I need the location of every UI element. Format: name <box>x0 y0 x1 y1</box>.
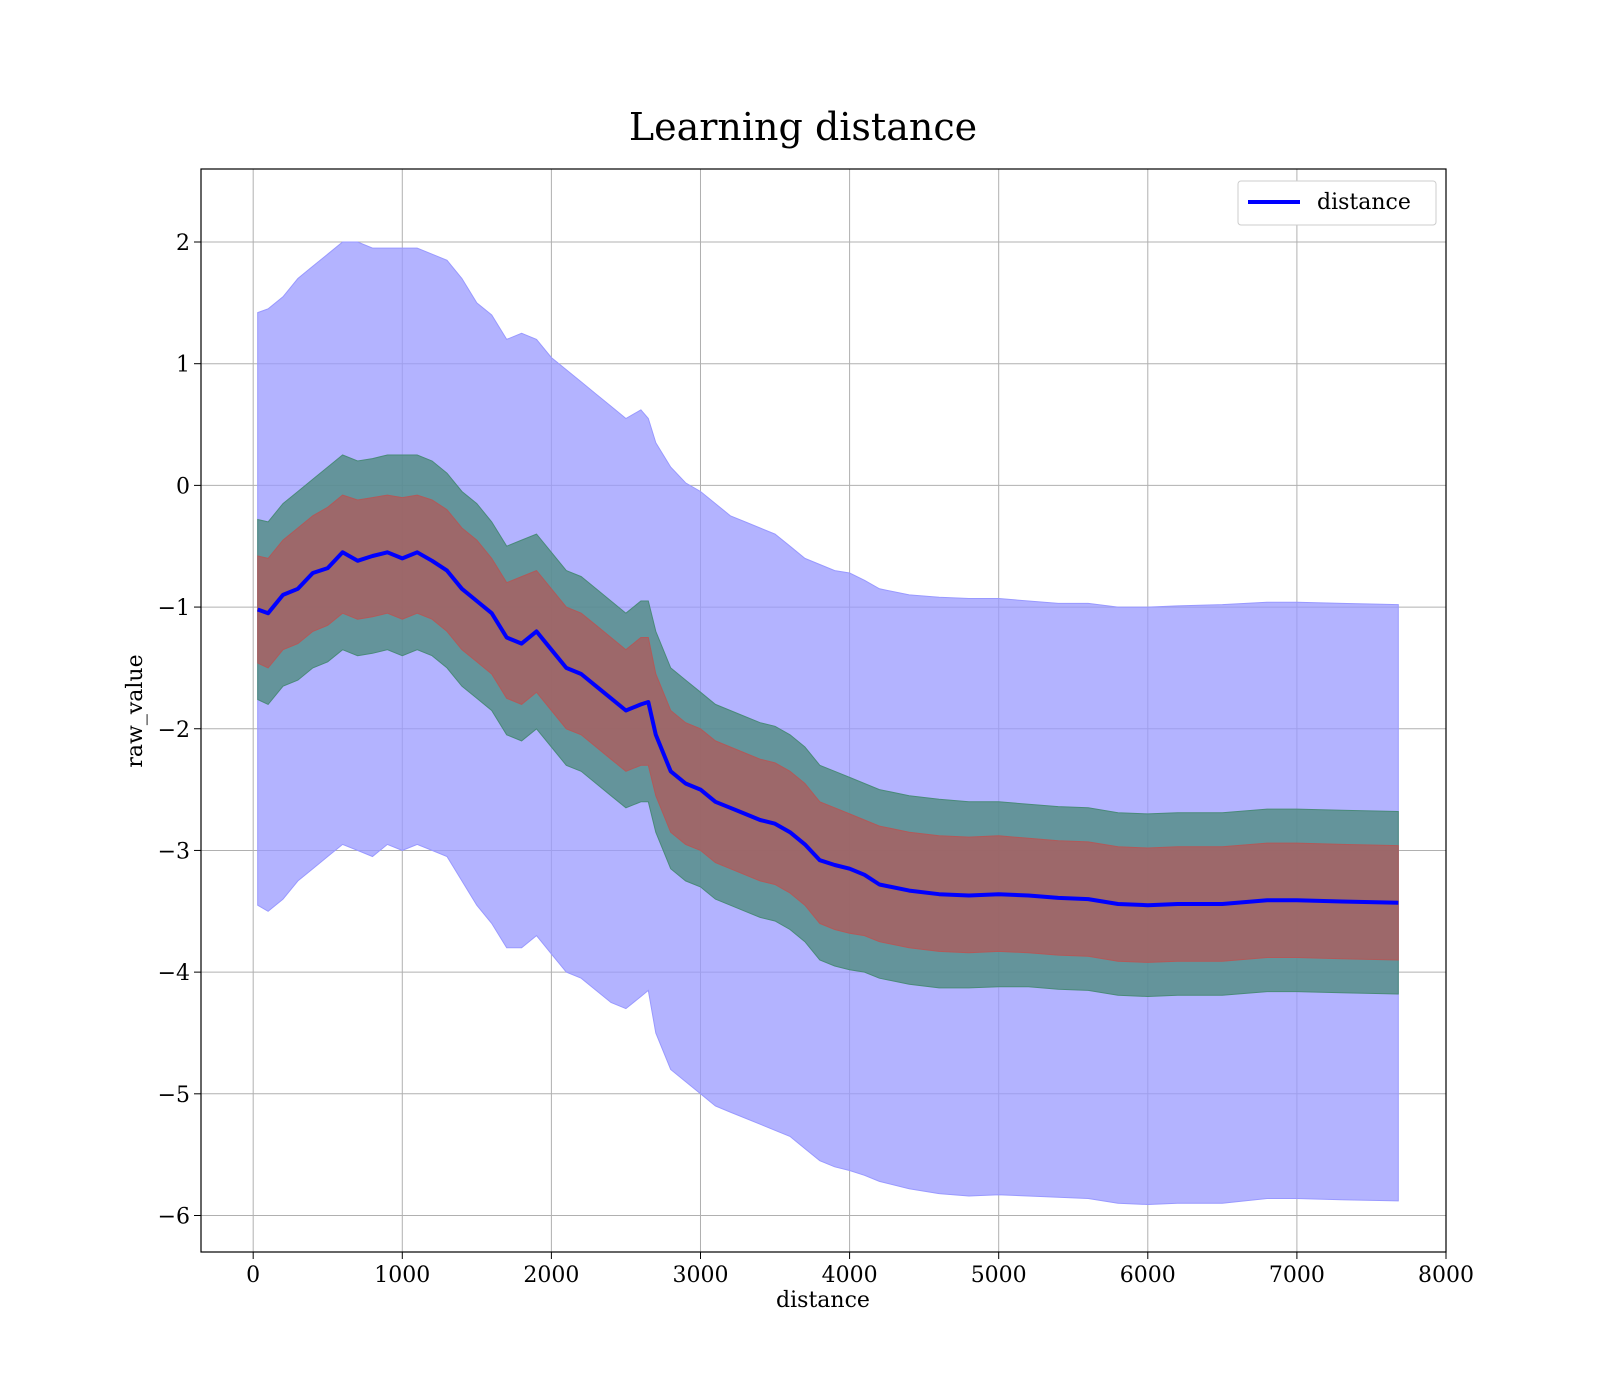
x-tick-label: 0 <box>246 1263 260 1288</box>
chart-title: Learning distance <box>629 105 977 149</box>
legend-label: distance <box>1317 190 1411 215</box>
y-tick-label: 0 <box>176 474 190 499</box>
outer-band <box>257 241 1399 1206</box>
legend: distance <box>1237 180 1437 226</box>
y-tick-label: 1 <box>176 353 190 378</box>
x-tick-label: 8000 <box>1418 1263 1474 1288</box>
y-tick-label: −3 <box>158 839 190 864</box>
inner-band <box>257 494 1399 963</box>
x-tick-label: 7000 <box>1269 1263 1325 1288</box>
x-tick-label: 2000 <box>523 1263 579 1288</box>
x-axis-label: distance <box>776 1288 870 1313</box>
x-tick-label: 6000 <box>1120 1263 1176 1288</box>
y-tick-label: 2 <box>176 231 190 256</box>
x-tick-label: 1000 <box>374 1263 430 1288</box>
y-axis-label: raw_value <box>123 654 148 767</box>
x-ticks: 0 1000 2000 3000 4000 5000 6000 7000 8000 <box>246 1252 1474 1288</box>
y-tick-label: −4 <box>158 961 190 986</box>
legend-box <box>1237 180 1437 226</box>
y-tick-label: −6 <box>158 1204 190 1229</box>
x-tick-label: 4000 <box>822 1263 878 1288</box>
series-lines <box>257 550 1399 908</box>
y-tick-label: −2 <box>158 718 190 743</box>
plot-frame <box>200 168 1447 1253</box>
y-tick-label: −5 <box>158 1083 190 1108</box>
y-tick-label: −1 <box>158 596 190 621</box>
x-tick-label: 5000 <box>971 1263 1027 1288</box>
y-ticks: 2 1 0 −1 −2 −3 −4 −5 −6 <box>158 231 201 1229</box>
x-tick-label: 3000 <box>672 1263 728 1288</box>
bands <box>257 241 1399 1206</box>
series-line-distance <box>257 550 1399 908</box>
